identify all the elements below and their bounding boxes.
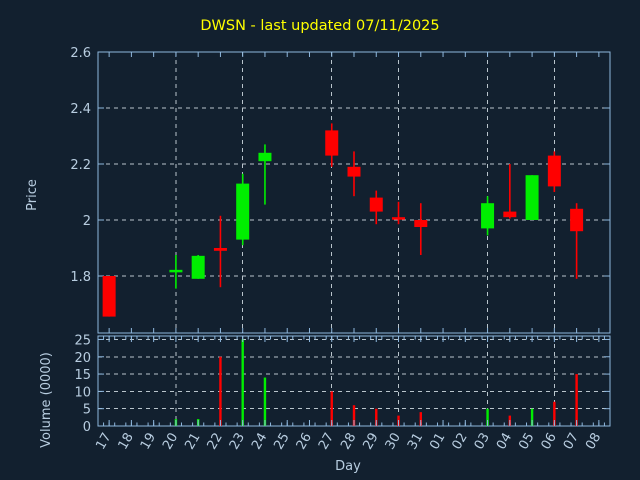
candle-body — [102, 276, 116, 317]
chart-title: DWSN - last updated 07/11/2025 — [200, 18, 439, 34]
candle-03 — [481, 196, 495, 236]
volume-ytick-label: 0 — [83, 420, 91, 435]
price-ytick-label: 2 — [83, 214, 91, 229]
x-axis-tick-label-30: 30 — [383, 431, 404, 453]
candle-17 — [102, 276, 116, 317]
candle-body — [236, 183, 250, 240]
candle-body — [547, 155, 561, 187]
volume-ytick-label: 20 — [74, 351, 91, 366]
x-axis-tick-label-24: 24 — [249, 431, 270, 453]
x-axis-tick-label-25: 25 — [271, 431, 292, 453]
x-axis-tick-label-26: 26 — [294, 431, 315, 453]
candle-body — [325, 130, 339, 156]
x-axis-tick-label-03: 03 — [472, 431, 493, 453]
x-axis-tick-label-08: 08 — [583, 431, 604, 453]
candle-body — [525, 175, 539, 220]
price-ytick-label: 2.4 — [70, 102, 91, 117]
candle-06 — [547, 151, 561, 192]
x-axis-tick-label-22: 22 — [205, 431, 226, 453]
x-axis-tick-label-07: 07 — [561, 431, 582, 453]
volume-ytick-label: 25 — [74, 333, 91, 348]
price-ytick-label: 1.8 — [70, 270, 91, 285]
x-axis-tick-label-20: 20 — [160, 431, 181, 453]
candle-27 — [325, 123, 339, 167]
candle-body — [347, 166, 361, 177]
candle-28 — [347, 151, 361, 197]
candle-body — [481, 203, 495, 229]
candle-05 — [525, 175, 539, 220]
x-axis-tick-label-04: 04 — [494, 430, 515, 452]
candle-body — [213, 248, 227, 251]
x-axis-tick-label-29: 29 — [360, 431, 381, 453]
x-axis-tick-label-02: 02 — [450, 431, 471, 453]
x-axis-tick-label-17: 17 — [93, 431, 114, 453]
x-axis-tick-label-23: 23 — [227, 431, 248, 453]
candle-04 — [503, 164, 517, 219]
candle-body — [169, 269, 183, 273]
candle-30 — [392, 201, 406, 225]
x-axis-tick-label-31: 31 — [405, 431, 426, 453]
candle-body — [369, 197, 383, 212]
candle-24 — [258, 144, 272, 205]
candle-body — [392, 217, 406, 220]
x-axis-tick-label-28: 28 — [338, 431, 359, 453]
candle-body — [258, 152, 272, 162]
x-axis-tick-label-06: 06 — [539, 431, 560, 453]
candle-body — [503, 211, 517, 218]
candle-body — [414, 220, 428, 227]
candle-body — [570, 208, 584, 232]
x-axis-tick-label-01: 01 — [427, 431, 448, 453]
candle-20 — [169, 255, 183, 289]
candle-22 — [213, 215, 227, 288]
candle-07 — [570, 203, 584, 279]
candle-23 — [236, 173, 250, 246]
price-ytick-label: 2.2 — [70, 158, 91, 173]
x-axis-tick-label-05: 05 — [516, 431, 537, 453]
volume-ytick-label: 15 — [74, 368, 91, 383]
x-axis-tick-label-27: 27 — [316, 431, 337, 453]
candle-31 — [414, 203, 428, 255]
x-axis-label: Day — [335, 459, 361, 474]
x-axis-tick-label-18: 18 — [116, 431, 137, 453]
candle-body — [191, 255, 205, 279]
x-axis-tick-label-21: 21 — [182, 431, 203, 453]
volume-ytick-label: 10 — [74, 385, 91, 400]
y-axis-label: Price — [25, 179, 40, 211]
candle-21 — [191, 255, 205, 279]
x-axis-tick-label-19: 19 — [138, 431, 159, 453]
volume-ytick-label: 5 — [83, 403, 91, 418]
price-ytick-label: 2.6 — [70, 46, 91, 61]
candle-29 — [369, 190, 383, 225]
volume-axis-label: Volume (0000) — [39, 352, 54, 448]
